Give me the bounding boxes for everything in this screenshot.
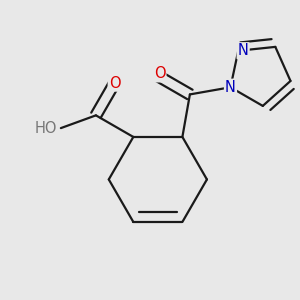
Text: N: N — [238, 43, 249, 58]
Text: O: O — [154, 66, 165, 81]
Text: O: O — [109, 76, 120, 91]
Text: HO: HO — [34, 121, 57, 136]
Text: N: N — [225, 80, 236, 95]
